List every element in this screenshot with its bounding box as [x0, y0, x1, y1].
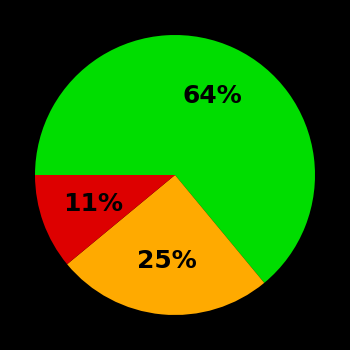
Text: 11%: 11% — [63, 193, 123, 216]
Wedge shape — [35, 35, 315, 283]
Wedge shape — [35, 175, 175, 264]
Wedge shape — [67, 175, 264, 315]
Text: 64%: 64% — [182, 84, 242, 108]
Text: 25%: 25% — [137, 250, 197, 273]
